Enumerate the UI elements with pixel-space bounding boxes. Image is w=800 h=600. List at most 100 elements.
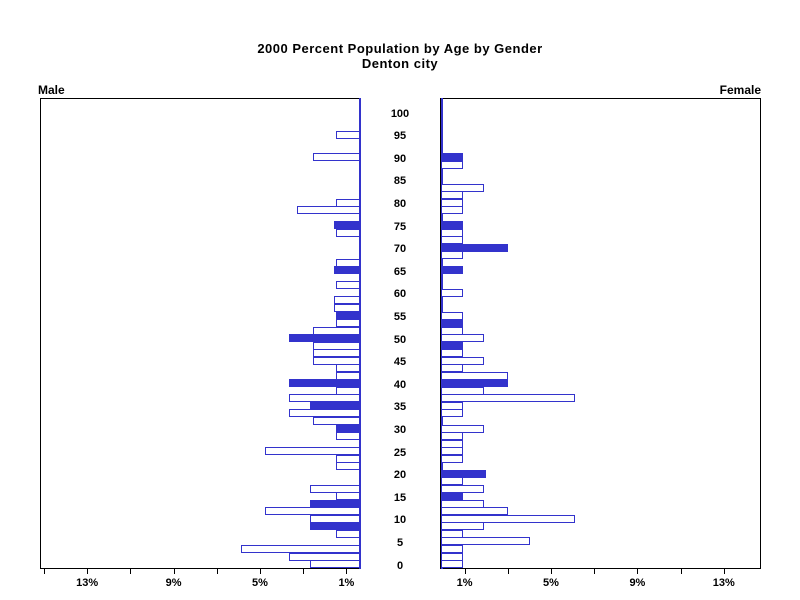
female-axis-tick-7 — [594, 569, 596, 574]
bar-male-row-9 — [336, 492, 360, 501]
bar-male-row-32 — [336, 319, 360, 327]
age-tick-label-0: 0 — [396, 559, 404, 572]
bar-male-row-25 — [336, 371, 360, 380]
bar-male-row-8 — [310, 499, 360, 508]
age-tick-label-95: 95 — [393, 130, 407, 143]
female-axis-tick-3 — [507, 569, 509, 574]
bar-male-row-7 — [265, 507, 360, 516]
age-tick-label-45: 45 — [393, 356, 407, 369]
bar-male-row-39 — [334, 266, 360, 275]
bar-male-row-18 — [336, 424, 360, 433]
bar-female-row-39 — [441, 266, 463, 275]
bar-male-row-28 — [312, 349, 360, 358]
bar-female-row-45 — [441, 221, 463, 230]
bar-female-row-22 — [441, 394, 575, 403]
bar-female-row-18 — [441, 424, 485, 433]
bar-male-row-26 — [336, 364, 360, 373]
bar-female-row-11 — [441, 477, 463, 486]
bar-male-row-44 — [336, 228, 360, 237]
male-pct-label-5: 5% — [252, 577, 268, 589]
age-tick-label-20: 20 — [393, 469, 407, 482]
bar-female-row-50 — [441, 183, 485, 192]
bar-female-row-6 — [441, 514, 575, 523]
bar-female-row-32 — [441, 319, 463, 327]
bar-male-row-48 — [336, 198, 360, 207]
bar-male-row-14 — [336, 454, 360, 463]
male-axis-tick-1 — [346, 569, 348, 574]
bar-male-row-19 — [312, 416, 360, 425]
bar-male-row-23 — [336, 386, 360, 395]
bar-female-row-0 — [441, 560, 463, 568]
bar-female-row-43 — [441, 236, 463, 245]
bar-female-row-14 — [441, 454, 463, 463]
bar-male-row-30 — [288, 334, 360, 343]
female-pct-label-13: 13% — [712, 577, 735, 589]
bar-male-row-34 — [334, 304, 360, 312]
bar-female-row-23 — [441, 386, 485, 395]
age-tick-label-50: 50 — [393, 333, 407, 346]
bar-female-row-30 — [441, 334, 485, 343]
age-tick-label-15: 15 — [393, 491, 407, 504]
bar-female-row-49 — [441, 191, 463, 199]
bar-male-row-15 — [265, 447, 360, 456]
bar-female-row-7 — [441, 507, 508, 516]
bar-female-row-54 — [441, 153, 463, 162]
bar-female-row-2 — [441, 544, 463, 553]
bar-male-row-29 — [312, 341, 360, 350]
bar-male-row-21 — [310, 401, 360, 410]
female-axis-tick-11 — [680, 569, 682, 574]
bar-male-row-54 — [312, 153, 360, 162]
male-pct-label-1: 1% — [338, 577, 355, 589]
male-axis-tick-5 — [260, 569, 261, 574]
bar-female-row-12 — [441, 469, 487, 478]
bar-male-row-17 — [336, 432, 360, 440]
female-axis-tick-9 — [637, 569, 639, 574]
bar-male-row-6 — [310, 514, 360, 523]
age-tick-label-65: 65 — [393, 265, 407, 278]
female-plot-area — [440, 98, 761, 569]
bar-female-row-36 — [441, 288, 463, 297]
bar-female-row-48 — [441, 198, 463, 207]
age-tick-label-35: 35 — [393, 401, 407, 414]
bar-female-row-15 — [441, 447, 463, 456]
male-panel-label: Male — [38, 83, 65, 97]
male-plot-area — [40, 98, 361, 569]
bar-female-row-29 — [441, 341, 463, 350]
male-axis-tick-3 — [303, 569, 305, 574]
female-panel-label: Female — [719, 83, 761, 97]
bar-female-row-26 — [441, 364, 463, 373]
bar-female-row-27 — [441, 356, 485, 365]
bar-male-row-4 — [336, 529, 360, 538]
bar-female-row-8 — [441, 499, 485, 508]
bar-female-row-4 — [441, 529, 463, 538]
male-pct-label-13: 13% — [76, 577, 99, 589]
male-axis-tick-11 — [130, 569, 132, 574]
bar-male-row-2 — [241, 544, 360, 553]
male-axis-tick-9 — [173, 569, 175, 574]
bar-female-row-25 — [441, 371, 508, 380]
male-axis-tick-7 — [216, 569, 218, 574]
male-axis-tick-13 — [87, 569, 89, 574]
bar-male-row-31 — [312, 326, 360, 335]
age-tick-label-40: 40 — [393, 378, 407, 391]
female-pct-label-9: 9% — [629, 577, 646, 589]
bar-male-row-13 — [336, 462, 360, 471]
age-tick-label-5: 5 — [396, 536, 404, 549]
bar-female-row-20 — [441, 409, 463, 418]
bar-female-row-41 — [441, 251, 463, 260]
female-pct-label-5: 5% — [543, 577, 559, 589]
age-tick-label-75: 75 — [393, 220, 407, 233]
age-tick-label-60: 60 — [393, 288, 407, 301]
bar-female-row-10 — [441, 484, 485, 493]
bar-male-row-5 — [310, 522, 360, 531]
male-axis-tick-15 — [44, 569, 45, 574]
bar-male-row-37 — [336, 281, 360, 290]
bar-male-row-1 — [288, 552, 360, 561]
bar-female-row-24 — [441, 379, 508, 388]
bar-female-row-42 — [441, 243, 508, 252]
age-tick-label-25: 25 — [393, 446, 407, 459]
age-tick-label-80: 80 — [393, 197, 407, 210]
female-axis-tick-13 — [723, 569, 725, 574]
female-axis-tick-1 — [464, 569, 466, 574]
